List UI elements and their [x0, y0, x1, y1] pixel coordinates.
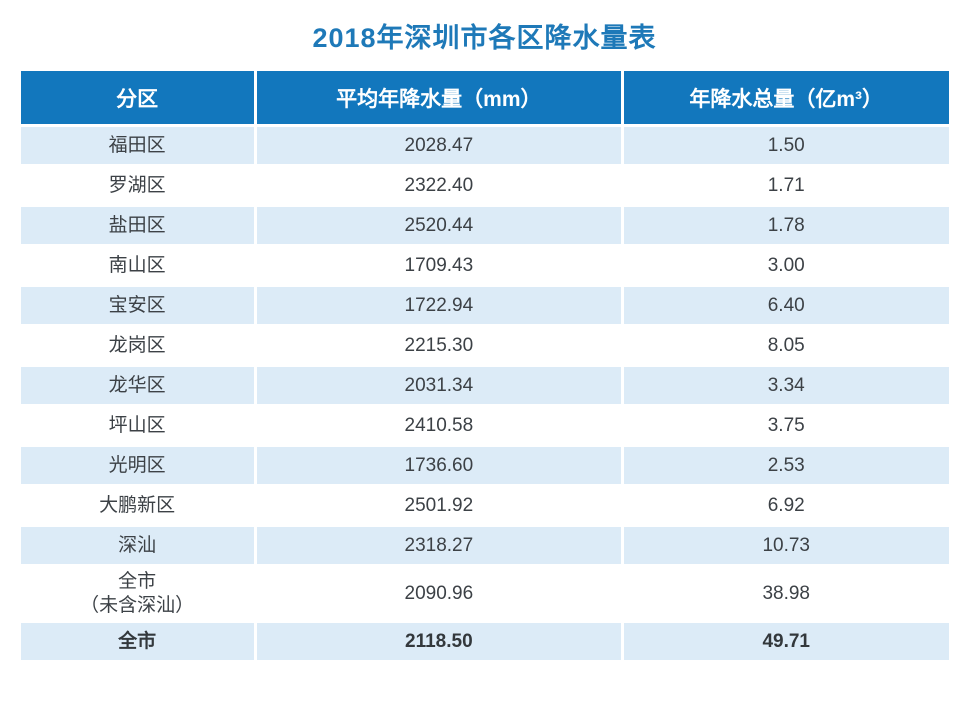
- district-name: 大鹏新区: [20, 487, 254, 524]
- table-body: 福田区 2028.47 1.50 罗湖区 2322.40 1.71 盐田区 25…: [20, 127, 949, 660]
- table-row-longgang: 龙岗区 2215.30 8.05: [20, 327, 949, 364]
- district-name: 盐田区: [20, 207, 254, 244]
- avg-rainfall-value: 2501.92: [256, 487, 621, 524]
- table-row-shenshan: 深汕 2318.27 10.73: [20, 527, 949, 564]
- header-row: 分区 平均年降水量（mm） 年降水总量（亿m³）: [20, 71, 949, 124]
- table-row-nanshan: 南山区 1709.43 3.00: [20, 247, 949, 284]
- district-name: 福田区: [20, 127, 254, 164]
- table-row-citywide-excl-shenshan: 全市 （未含深汕） 2090.96 38.98: [20, 567, 949, 620]
- avg-rainfall-value: 1736.60: [256, 447, 621, 484]
- district-name: 南山区: [20, 247, 254, 284]
- total-rainfall-value: 1.50: [623, 127, 949, 164]
- total-rainfall-value: 1.71: [623, 167, 949, 204]
- district-name: 坪山区: [20, 407, 254, 444]
- table-row-citywide-total: 全市 2118.50 49.71: [20, 623, 949, 660]
- district-name: 光明区: [20, 447, 254, 484]
- total-rainfall-value: 3.75: [623, 407, 949, 444]
- district-name: 深汕: [20, 527, 254, 564]
- district-name: 龙岗区: [20, 327, 254, 364]
- total-rainfall-value: 2.53: [623, 447, 949, 484]
- avg-rainfall-value: 2215.30: [256, 327, 621, 364]
- table-row-luohu: 罗湖区 2322.40 1.71: [20, 167, 949, 204]
- table-row-pingshan: 坪山区 2410.58 3.75: [20, 407, 949, 444]
- table-header: 分区 平均年降水量（mm） 年降水总量（亿m³）: [20, 71, 949, 124]
- total-rainfall-value: 8.05: [623, 327, 949, 364]
- district-name: 宝安区: [20, 287, 254, 324]
- total-rainfall-value: 49.71: [623, 623, 949, 660]
- avg-rainfall-value: 2322.40: [256, 167, 621, 204]
- rainfall-table: 分区 平均年降水量（mm） 年降水总量（亿m³） 福田区 2028.47 1.5…: [17, 68, 952, 663]
- total-rainfall-value: 3.34: [623, 367, 949, 404]
- total-rainfall-value: 6.92: [623, 487, 949, 524]
- avg-rainfall-value: 2410.58: [256, 407, 621, 444]
- avg-rainfall-value: 2520.44: [256, 207, 621, 244]
- district-name: 龙华区: [20, 367, 254, 404]
- page-title: 2018年深圳市各区降水量表: [312, 23, 657, 53]
- table-row-dapeng: 大鹏新区 2501.92 6.92: [20, 487, 949, 524]
- avg-rainfall-value: 2318.27: [256, 527, 621, 564]
- table-row-yantian: 盐田区 2520.44 1.78: [20, 207, 949, 244]
- district-name: 全市 （未含深汕）: [20, 567, 254, 620]
- total-rainfall-value: 1.78: [623, 207, 949, 244]
- table-row-guangming: 光明区 1736.60 2.53: [20, 447, 949, 484]
- total-rainfall-value: 6.40: [623, 287, 949, 324]
- header-avg-rainfall: 平均年降水量（mm）: [256, 71, 621, 124]
- table-row-futian: 福田区 2028.47 1.50: [20, 127, 949, 164]
- avg-rainfall-value: 2031.34: [256, 367, 621, 404]
- table-row-baoan: 宝安区 1722.94 6.40: [20, 287, 949, 324]
- header-district: 分区: [20, 71, 254, 124]
- table-row-longhua: 龙华区 2031.34 3.34: [20, 367, 949, 404]
- avg-rainfall-value: 2118.50: [256, 623, 621, 660]
- avg-rainfall-value: 1709.43: [256, 247, 621, 284]
- avg-rainfall-value: 2028.47: [256, 127, 621, 164]
- district-name: 全市: [20, 623, 254, 660]
- district-name: 罗湖区: [20, 167, 254, 204]
- avg-rainfall-value: 2090.96: [256, 567, 621, 620]
- total-rainfall-value: 10.73: [623, 527, 949, 564]
- total-rainfall-value: 3.00: [623, 247, 949, 284]
- total-rainfall-value: 38.98: [623, 567, 949, 620]
- avg-rainfall-value: 1722.94: [256, 287, 621, 324]
- header-total-rainfall: 年降水总量（亿m³）: [623, 71, 949, 124]
